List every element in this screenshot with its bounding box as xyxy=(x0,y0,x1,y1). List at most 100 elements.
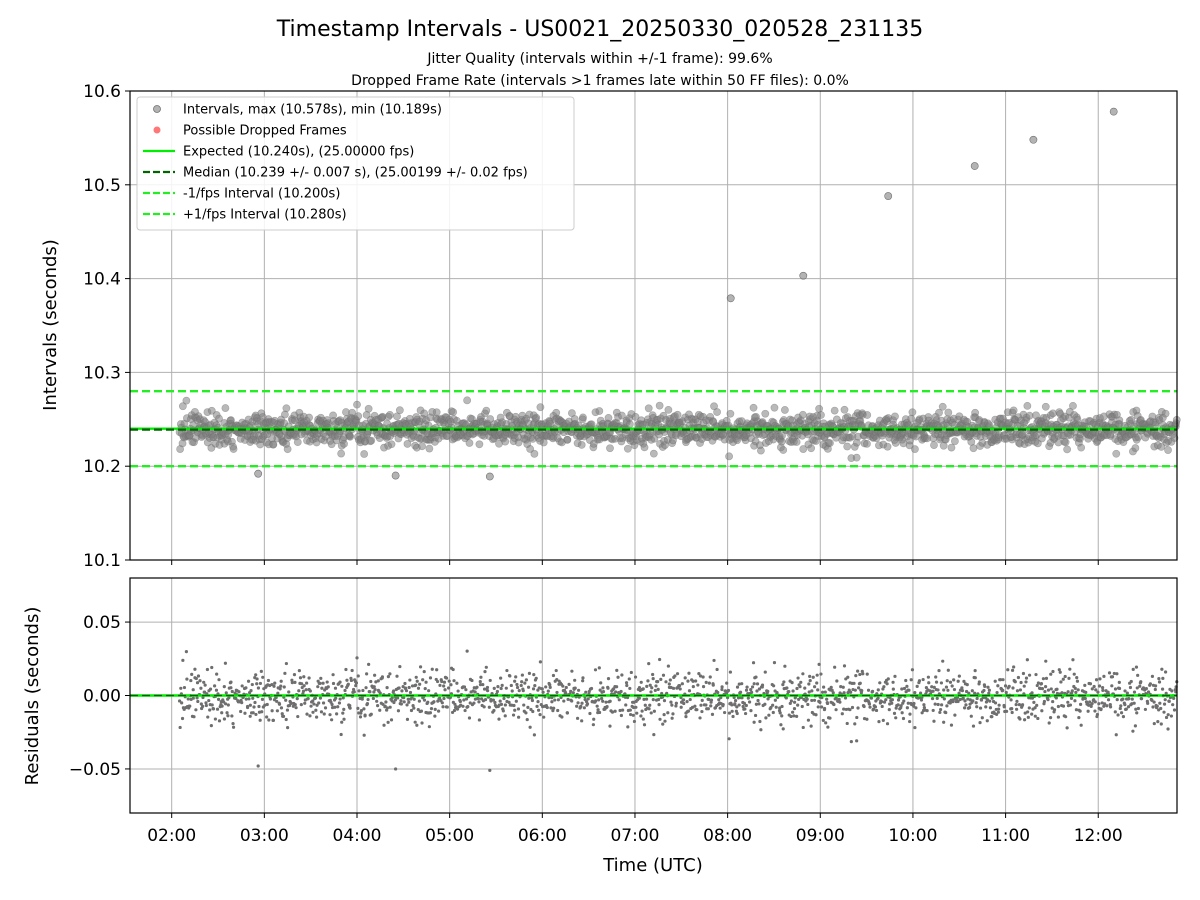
residual-point xyxy=(668,678,672,682)
residual-point xyxy=(485,689,490,693)
residual-point xyxy=(1061,704,1066,708)
residual-point xyxy=(795,714,799,718)
residual-point xyxy=(575,704,579,708)
residual-point xyxy=(948,680,953,684)
residual-point xyxy=(256,686,261,690)
residual-point xyxy=(632,719,637,724)
residual-point xyxy=(643,703,647,707)
residual-point xyxy=(244,686,248,690)
residual-point xyxy=(1139,680,1143,684)
residual-point xyxy=(427,689,431,693)
residual-point xyxy=(208,687,213,691)
residual-point xyxy=(820,690,825,694)
residual-point xyxy=(421,678,425,682)
residual-point xyxy=(1075,676,1079,680)
residual-point xyxy=(1001,678,1005,682)
residual-point xyxy=(297,689,301,693)
residual-point xyxy=(876,696,880,700)
residual-point xyxy=(914,706,918,710)
residual-point xyxy=(1034,672,1038,677)
residual-point xyxy=(905,706,909,710)
residual-point xyxy=(691,679,695,683)
residual-point xyxy=(1026,715,1030,719)
residual-point xyxy=(896,698,901,702)
residual-point xyxy=(699,703,703,707)
residual-point xyxy=(1093,700,1097,704)
residual-point xyxy=(551,709,555,713)
residual-point xyxy=(367,662,371,666)
residual-point xyxy=(769,705,773,710)
interval-point xyxy=(911,445,919,454)
residual-point xyxy=(381,702,385,706)
residual-point xyxy=(287,690,291,694)
intervals-reference-lines xyxy=(130,389,1177,468)
residual-point xyxy=(1150,674,1155,678)
residual-point xyxy=(629,712,633,717)
residual-point xyxy=(690,705,695,710)
interval-point xyxy=(449,408,458,417)
residual-point xyxy=(1010,668,1015,672)
interval-point xyxy=(1025,411,1034,420)
residual-point xyxy=(281,714,286,718)
residual-point xyxy=(378,708,382,712)
residual-point xyxy=(1036,681,1041,685)
residual-point xyxy=(790,681,794,685)
residual-point xyxy=(944,710,948,715)
legend-label-minus-fps: -1/fps Interval (10.200s) xyxy=(183,187,340,202)
residual-point xyxy=(1048,716,1053,720)
interval-point xyxy=(526,445,535,453)
residual-point xyxy=(1152,721,1156,726)
residual-point xyxy=(1166,727,1170,731)
residual-point xyxy=(685,700,689,704)
residual-point xyxy=(224,691,228,695)
residual-point xyxy=(587,689,591,694)
residual-point xyxy=(348,706,352,710)
interval-point xyxy=(644,404,653,413)
residual-point xyxy=(600,696,604,701)
residual-point xyxy=(865,672,869,676)
residual-point xyxy=(667,682,671,686)
residual-point xyxy=(1090,687,1094,691)
interval-point xyxy=(1041,402,1050,411)
residual-point xyxy=(573,678,577,682)
residual-point xyxy=(842,691,846,695)
residual-point xyxy=(362,707,366,711)
residual-point xyxy=(338,680,342,684)
residual-point xyxy=(885,682,889,686)
residual-point xyxy=(1015,699,1019,703)
residual-point xyxy=(973,668,977,673)
interval-point xyxy=(1164,446,1172,454)
interval-point xyxy=(930,441,938,449)
interval-point xyxy=(1069,401,1077,410)
residual-point xyxy=(688,697,692,702)
residual-point xyxy=(882,700,887,704)
interval-point xyxy=(207,406,216,415)
residual-point xyxy=(979,698,984,702)
residual-point xyxy=(1049,672,1053,676)
residual-point xyxy=(328,713,332,717)
residual-point xyxy=(1155,704,1159,708)
residual-point xyxy=(1041,677,1046,681)
residual-point xyxy=(497,717,501,721)
residual-point xyxy=(293,703,297,707)
residual-point xyxy=(477,700,481,704)
residual-point xyxy=(273,681,277,685)
residual-point xyxy=(483,697,488,702)
residual-point xyxy=(500,683,504,688)
residual-point xyxy=(284,717,288,722)
residual-point xyxy=(195,681,200,685)
residual-point xyxy=(466,705,470,709)
interval-point xyxy=(269,440,278,449)
residual-point xyxy=(346,682,350,686)
residual-point xyxy=(365,701,370,706)
residual-point xyxy=(778,706,782,710)
residual-point xyxy=(679,705,683,709)
residual-point xyxy=(571,691,575,695)
residual-point xyxy=(993,701,998,705)
residual-point xyxy=(764,716,768,720)
residual-point xyxy=(634,705,638,709)
residual-point xyxy=(1051,699,1055,704)
residual-point xyxy=(302,684,306,688)
residual-point xyxy=(502,696,506,701)
residual-point xyxy=(957,674,961,678)
